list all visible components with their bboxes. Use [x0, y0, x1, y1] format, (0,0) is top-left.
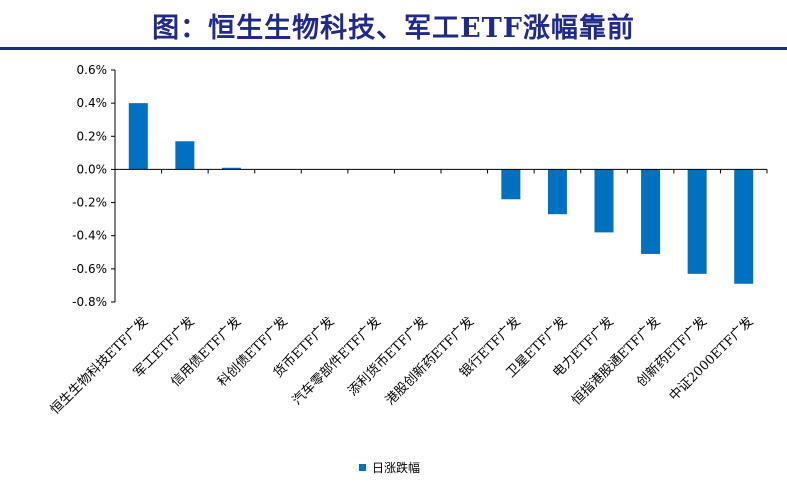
- x-tick-label: 港股创新药ETF广发: [382, 314, 477, 409]
- x-tick-labels: 恒生生物科技ETF广发军工ETF广发信用债ETF广发科创债ETF广发货币ETF广…: [47, 314, 757, 418]
- y-tick-label: -0.4%: [72, 229, 107, 243]
- bar: [128, 103, 148, 170]
- title-underline: [0, 47, 787, 50]
- bars: [128, 103, 754, 284]
- y-axis: 0.6% 0.4% 0.2% 0.0% -0.2% -0.4% -0.6% -0.8%: [72, 63, 116, 309]
- chart-title: 图：恒生生物科技、军工ETF涨幅靠前: [152, 13, 635, 44]
- y-tick-label: 0.4%: [77, 96, 108, 110]
- bar: [687, 169, 707, 274]
- bar: [175, 141, 195, 170]
- x-tick-label: 添利货币ETF广发: [345, 314, 431, 400]
- y-tick-label: 0.6%: [77, 63, 108, 77]
- y-tick-label: -0.2%: [72, 196, 107, 210]
- bar: [734, 169, 754, 284]
- bar: [547, 169, 567, 215]
- x-tick-label: 中证2000ETF广发: [666, 314, 757, 405]
- y-tick-label: -0.6%: [72, 262, 107, 276]
- legend: 日涨跌幅: [359, 460, 420, 475]
- x-tick-label: 恒指港股通ETF广发: [569, 314, 664, 409]
- bar: [221, 167, 241, 170]
- y-tick-label: -0.8%: [72, 295, 107, 309]
- bar: [641, 169, 661, 254]
- bar: [594, 169, 614, 233]
- bar: [501, 169, 521, 200]
- y-tick-label: 0.0%: [77, 162, 108, 176]
- legend-swatch: [359, 464, 366, 471]
- x-axis: [114, 168, 768, 174]
- legend-label: 日涨跌幅: [372, 460, 420, 475]
- y-tick-label: 0.2%: [77, 129, 108, 143]
- x-tick-label: 汽车零部件ETF广发: [289, 314, 384, 409]
